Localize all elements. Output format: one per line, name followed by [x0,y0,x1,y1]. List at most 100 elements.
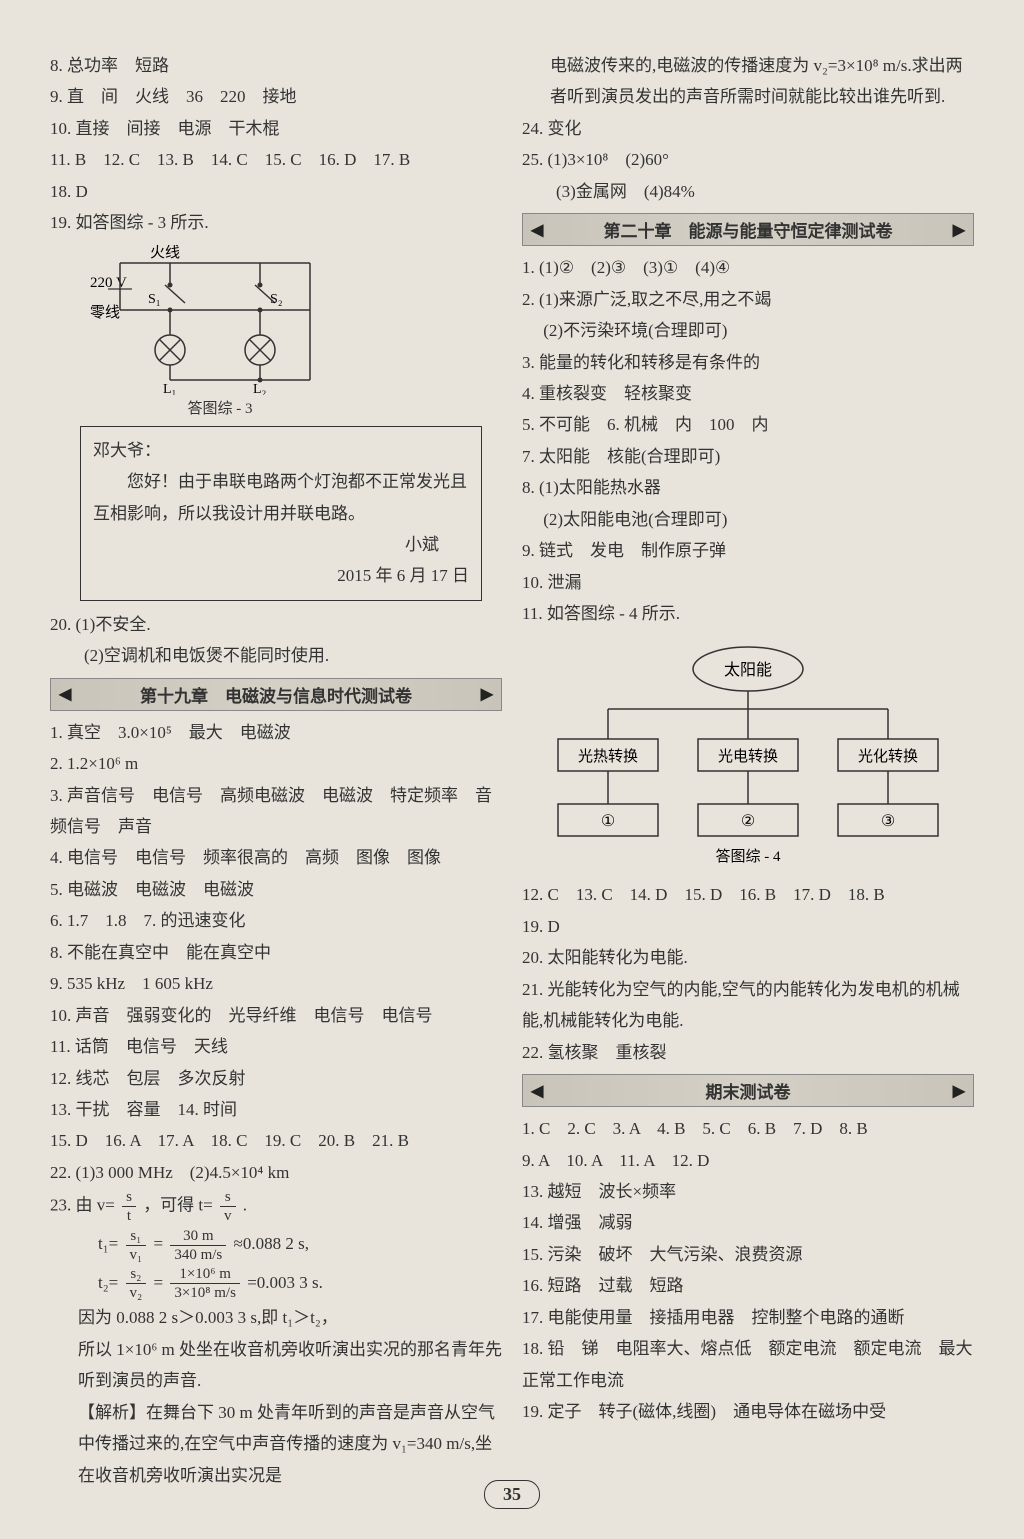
frac-num: 1×10⁶ m [170,1265,240,1284]
page-container: 8. 总功率 短路 9. 直 间 火线 36 220 接地 10. 直接 间接 … [50,50,974,1450]
circuit-diagram: 火线 220 V 零线 S₁ S₂ [90,245,350,418]
q23-text: . [243,1196,247,1215]
fraction: s₁ v₁ [126,1227,147,1264]
arrow-left-icon: ◀ [59,684,71,704]
text-line: 15. D 16. A 17. A 18. C 19. C 20. B 21. … [50,1125,502,1156]
text-line: 5. 电磁波 电磁波 电磁波 [50,874,502,905]
q23-intro: 23. 由 v= s t ，可得 t= s v . [50,1188,502,1225]
text-line: 18. D [50,176,502,207]
circuit-fire-label: 火线 [150,245,180,261]
diagram-leaf3: ③ [881,813,895,830]
t1-label: t₁= [98,1234,118,1253]
text-line: (2)不污染环境(合理即可) [522,315,974,346]
text-line: 7. 太阳能 核能(合理即可) [522,441,974,472]
text-line: 6. 1.7 1.8 7. 的迅速变化 [50,905,502,936]
text-line: 3. 能量的转化和转移是有条件的 [522,347,974,378]
arrow-right-icon: ▶ [481,684,493,704]
circuit-l1-label: L₁ [163,382,176,395]
arrow-left-icon: ◀ [531,220,543,240]
diagram-leaf1: ① [601,813,615,830]
t2-label: t₂= [98,1273,118,1292]
text-line: 22. (1)3 000 MHz (2)4.5×10⁴ km [50,1157,502,1188]
circuit-s1-label: S₁ [148,292,161,307]
arrow-right-icon: ▶ [953,1081,965,1101]
frac-den: t [122,1207,136,1225]
page-number: 35 [484,1480,540,1509]
fraction: s v [220,1188,236,1225]
text-line: 电磁波传来的,电磁波的传播速度为 v₂=3×10⁸ m/s.求出两者听到演员发出… [522,50,974,113]
text-line: 11. B 12. C 13. B 14. C 15. C 16. D 17. … [50,144,502,175]
text-line: 9. 535 kHz 1 605 kHz [50,968,502,999]
text-line: 11. 如答图综 - 4 所示. [522,598,974,629]
text-line: (3)金属网 (4)84% [522,176,974,207]
text-line: 2. (1)来源广泛,取之不尽,用之不竭 [522,284,974,315]
tree-diagram: 太阳能 光热转换 光电转换 光化转换 ① [538,639,958,869]
frac-num: 30 m [170,1227,226,1246]
note-body: 您好！由于串联电路两个灯泡都不正常发光且互相影响，所以我设计用并联电路。 [93,466,469,529]
text-line: 因为 0.088 2 s＞0.003 3 s,即 t₁＞t₂， [50,1302,502,1333]
text-line: 1. (1)② (2)③ (3)① (4)④ [522,252,974,283]
text-line: 24. 变化 [522,113,974,144]
text-line: 18. 铅 锑 电阻率大、熔点低 额定电流 额定电流 最大正常工作电流 [522,1333,974,1396]
text-line: 11. 话筒 电信号 天线 [50,1031,502,1062]
text-line: 10. 泄漏 [522,567,974,598]
text-line: 15. 污染 破坏 大气污染、浪费资源 [522,1239,974,1270]
text-line: 12. C 13. C 14. D 15. D 16. B 17. D 18. … [522,879,974,910]
fraction: s₂ v₂ [126,1265,147,1302]
diagram-leaf2: ② [741,813,755,830]
text-line: 4. 重核裂变 轻核聚变 [522,378,974,409]
arrow-left-icon: ◀ [531,1081,543,1101]
text-line: 2. 1.2×10⁶ m [50,748,502,779]
section-title-final: 期末测试卷 [543,1078,952,1103]
frac-den: v₁ [126,1246,147,1264]
text-line: 8. (1)太阳能热水器 [522,472,974,503]
diagram-root: 太阳能 [724,661,772,679]
diagram-mid1: 光热转换 [578,748,638,765]
text-line: 19. 定子 转子(磁体,线圈) 通电导体在磁场中受 [522,1396,974,1427]
text-line: 20. 太阳能转化为电能. [522,942,974,973]
text-line: 4. 电信号 电信号 频率很高的 高频 图像 图像 [50,842,502,873]
text-line: 1. 真空 3.0×10⁵ 最大 电磁波 [50,717,502,748]
frac-den: 340 m/s [170,1246,226,1264]
text-line: 10. 直接 间接 电源 干木棍 [50,113,502,144]
q23-text: ，可得 t= [143,1196,213,1215]
circuit-caption: 答图综 - 3 [90,397,350,418]
eq: = [153,1234,163,1253]
section-header-final: ◀ 期末测试卷 ▶ [522,1074,974,1107]
arrow-right-icon: ▶ [953,220,965,240]
text-line: 25. (1)3×10⁸ (2)60° [522,144,974,175]
frac-num: s [122,1188,136,1207]
diagram-mid2: 光电转换 [718,748,778,765]
text-line: 12. 线芯 包层 多次反射 [50,1063,502,1094]
text-line: 5. 不可能 6. 机械 内 100 内 [522,409,974,440]
circuit-l2-label: L₂ [253,382,267,395]
diagram-svg: 太阳能 光热转换 光电转换 光化转换 ① [538,639,958,869]
text-line: 9. 链式 发电 制作原子弹 [522,535,974,566]
analysis-text: 【解析】在舞台下 30 m 处青年听到的声音是声音从空气中传播过来的,在空气中声… [50,1397,502,1491]
frac-num: s [220,1188,236,1207]
note-date: 2015 年 6 月 17 日 [93,560,469,591]
circuit-zero-label: 零线 [90,304,120,321]
section-title-ch19: 第十九章 电磁波与信息时代测试卷 [71,682,480,707]
eq: = [153,1273,163,1292]
text-line: 10. 声音 强弱变化的 光导纤维 电信号 电信号 [50,1000,502,1031]
text-line: 所以 1×10⁶ m 处坐在收音机旁收听演出实况的那名青年先听到演员的声音. [50,1334,502,1397]
q23-text: 23. 由 v= [50,1196,115,1215]
text-line: 21. 光能转化为空气的内能,空气的内能转化为发电机的机械能,机械能转化为电能. [522,974,974,1037]
circuit-s2-label: S₂ [270,292,283,307]
text-line: 8. 不能在真空中 能在真空中 [50,937,502,968]
text-line: 3. 声音信号 电信号 高频电磁波 电磁波 特定频率 音频信号 声音 [50,780,502,843]
frac-den: v [220,1207,236,1225]
text-line: 20. (1)不安全. [50,609,502,640]
diagram-mid3: 光化转换 [858,748,918,765]
text-line: 17. 电能使用量 接插用电器 控制整个电路的通断 [522,1302,974,1333]
frac-num: s₂ [126,1265,147,1284]
text-line: 14. 增强 减弱 [522,1207,974,1238]
text-line: (2)太阳能电池(合理即可) [522,504,974,535]
note-signature: 小斌 [93,529,469,560]
text-line: 9. 直 间 火线 36 220 接地 [50,81,502,112]
frac-den: v₂ [126,1284,147,1302]
section-header-ch19: ◀ 第十九章 电磁波与信息时代测试卷 ▶ [50,678,502,711]
text-line: 22. 氢核聚 重核裂 [522,1037,974,1068]
frac-den: 3×10⁸ m/s [170,1284,240,1302]
